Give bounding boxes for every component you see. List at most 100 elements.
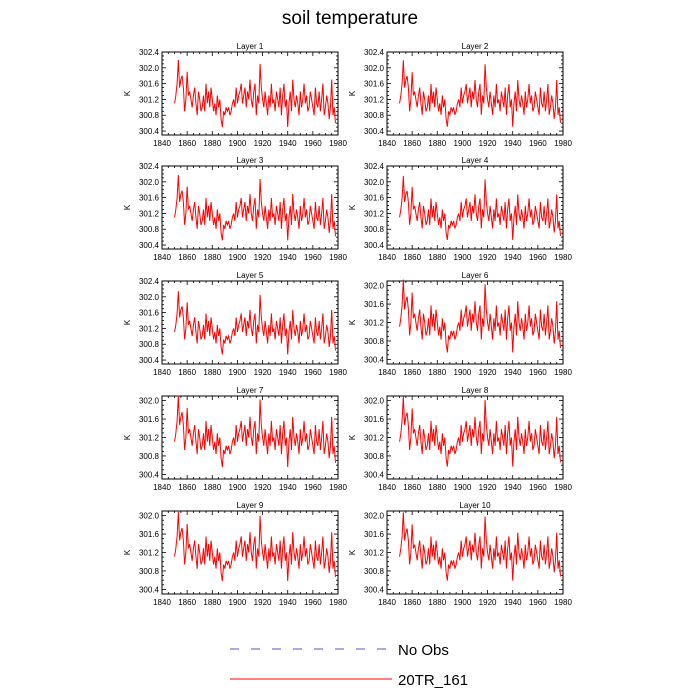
x-tick-label: 1900: [229, 598, 247, 607]
x-tick-label: 1940: [279, 253, 297, 262]
y-tick-label: 301.6: [139, 194, 160, 203]
series-line-20tr-161: [399, 512, 561, 581]
x-tick-label: 1840: [378, 253, 396, 262]
y-tick-label: 300.4: [364, 585, 385, 594]
x-tick-label: 1880: [428, 253, 446, 262]
y-tick-label: 300.8: [139, 567, 160, 576]
y-axis-label: K: [348, 204, 357, 210]
series-line-20tr-161: [174, 395, 336, 468]
x-tick-label: 1900: [229, 253, 247, 262]
x-tick-label: 1920: [254, 483, 272, 492]
y-tick-label: 300.4: [364, 241, 385, 250]
panel-layer-2: Layer 2 1840 1860 1880 1900 1920 1940 1960 1980 3…: [348, 42, 572, 148]
series-line-20tr-161: [399, 60, 561, 127]
y-tick-label: 301.2: [139, 549, 160, 558]
x-tick-label: 1960: [304, 253, 322, 262]
x-tick-label: 1920: [254, 598, 272, 607]
series-line-20tr-161: [399, 175, 561, 240]
x-tick-label: 1880: [203, 598, 221, 607]
x-tick-label: 1980: [329, 368, 347, 377]
x-tick-label: 1840: [153, 598, 171, 607]
x-tick-label: 1920: [254, 368, 272, 377]
x-tick-label: 1940: [279, 598, 297, 607]
x-tick-label: 1960: [304, 368, 322, 377]
y-tick-label: 300.8: [364, 111, 385, 120]
x-tick-label: 1900: [454, 253, 472, 262]
y-tick-label: 302.0: [364, 178, 385, 187]
panel-title: Layer 2: [462, 42, 489, 51]
x-tick-label: 1980: [329, 253, 347, 262]
x-tick-label: 1920: [479, 483, 497, 492]
y-axis-label: K: [348, 549, 357, 555]
y-tick-label: 301.6: [139, 415, 160, 424]
y-tick-label: 300.4: [364, 127, 385, 136]
y-tick-label: 302.0: [364, 397, 385, 406]
y-tick-label: 301.2: [364, 319, 385, 328]
panel-title: Layer 4: [462, 156, 489, 165]
y-tick-label: 301.6: [364, 415, 385, 424]
x-tick-label: 1880: [428, 598, 446, 607]
x-tick-label: 1880: [428, 368, 446, 377]
y-tick-label: 302.4: [139, 48, 160, 57]
y-axis-label: K: [123, 549, 132, 555]
y-axis-label: K: [123, 90, 132, 96]
y-axis-label: K: [348, 90, 357, 96]
y-tick-label: 300.4: [139, 127, 160, 136]
x-tick-label: 1860: [403, 139, 421, 148]
x-tick-label: 1860: [178, 368, 196, 377]
y-tick-label: 302.4: [139, 277, 160, 286]
chart-title: soil temperature: [281, 8, 419, 29]
y-tick-label: 300.4: [139, 585, 160, 594]
x-tick-label: 1840: [153, 253, 171, 262]
series-line-20tr-161: [174, 291, 336, 355]
x-tick-label: 1980: [554, 483, 572, 492]
x-tick-label: 1940: [504, 483, 522, 492]
x-tick-label: 1940: [279, 139, 297, 148]
panel-layer-1: Layer 1 1840 1860 1880 1900 1920 1940 1960 1980 3…: [123, 42, 347, 148]
x-tick-label: 1980: [554, 598, 572, 607]
x-tick-label: 1980: [554, 253, 572, 262]
x-tick-label: 1840: [378, 139, 396, 148]
x-tick-label: 1980: [554, 368, 572, 377]
panel-layer-9: Layer 9 1840 1860 1880 1900 1920 1940 1960 1980 3…: [123, 501, 347, 607]
y-tick-label: 301.6: [364, 194, 385, 203]
y-tick-label: 300.8: [364, 567, 385, 576]
x-tick-label: 1840: [153, 368, 171, 377]
x-tick-label: 1980: [554, 139, 572, 148]
x-tick-label: 1880: [428, 139, 446, 148]
y-tick-label: 302.0: [139, 178, 160, 187]
x-tick-label: 1860: [403, 483, 421, 492]
x-tick-label: 1900: [454, 368, 472, 377]
y-tick-label: 300.8: [139, 111, 160, 120]
x-tick-label: 1940: [504, 368, 522, 377]
y-tick-label: 301.2: [364, 209, 385, 218]
x-tick-label: 1920: [479, 598, 497, 607]
y-tick-label: 300.4: [139, 470, 160, 479]
x-tick-label: 1900: [229, 483, 247, 492]
x-tick-label: 1900: [454, 139, 472, 148]
x-tick-label: 1880: [428, 483, 446, 492]
y-tick-label: 301.6: [139, 530, 160, 539]
x-tick-label: 1880: [203, 483, 221, 492]
legend-label-no-obs: No Obs: [398, 642, 449, 659]
panel-title: Layer 7: [237, 386, 264, 395]
y-axis-label: K: [123, 319, 132, 325]
y-tick-label: 300.4: [364, 470, 385, 479]
y-axis-label: K: [123, 434, 132, 440]
panel-layer-4: Layer 4 1840 1860 1880 1900 1920 1940 1960 1980 3…: [348, 156, 572, 262]
y-tick-label: 300.8: [364, 452, 385, 461]
x-tick-label: 1960: [529, 368, 547, 377]
x-tick-label: 1860: [403, 368, 421, 377]
x-tick-label: 1920: [479, 139, 497, 148]
x-tick-label: 1960: [529, 598, 547, 607]
panel-title: Layer 10: [459, 501, 491, 510]
x-tick-label: 1900: [229, 368, 247, 377]
panel-title: Layer 3: [237, 156, 264, 165]
y-tick-label: 301.2: [139, 434, 160, 443]
x-tick-label: 1860: [178, 598, 196, 607]
panel-layer-10: Layer 10 1840 1860 1880 1900 1920 1940 1960 1980…: [348, 501, 572, 607]
y-tick-label: 301.6: [364, 300, 385, 309]
y-tick-label: 302.4: [364, 162, 385, 171]
legend: No Obs 20TR_161: [230, 642, 468, 689]
